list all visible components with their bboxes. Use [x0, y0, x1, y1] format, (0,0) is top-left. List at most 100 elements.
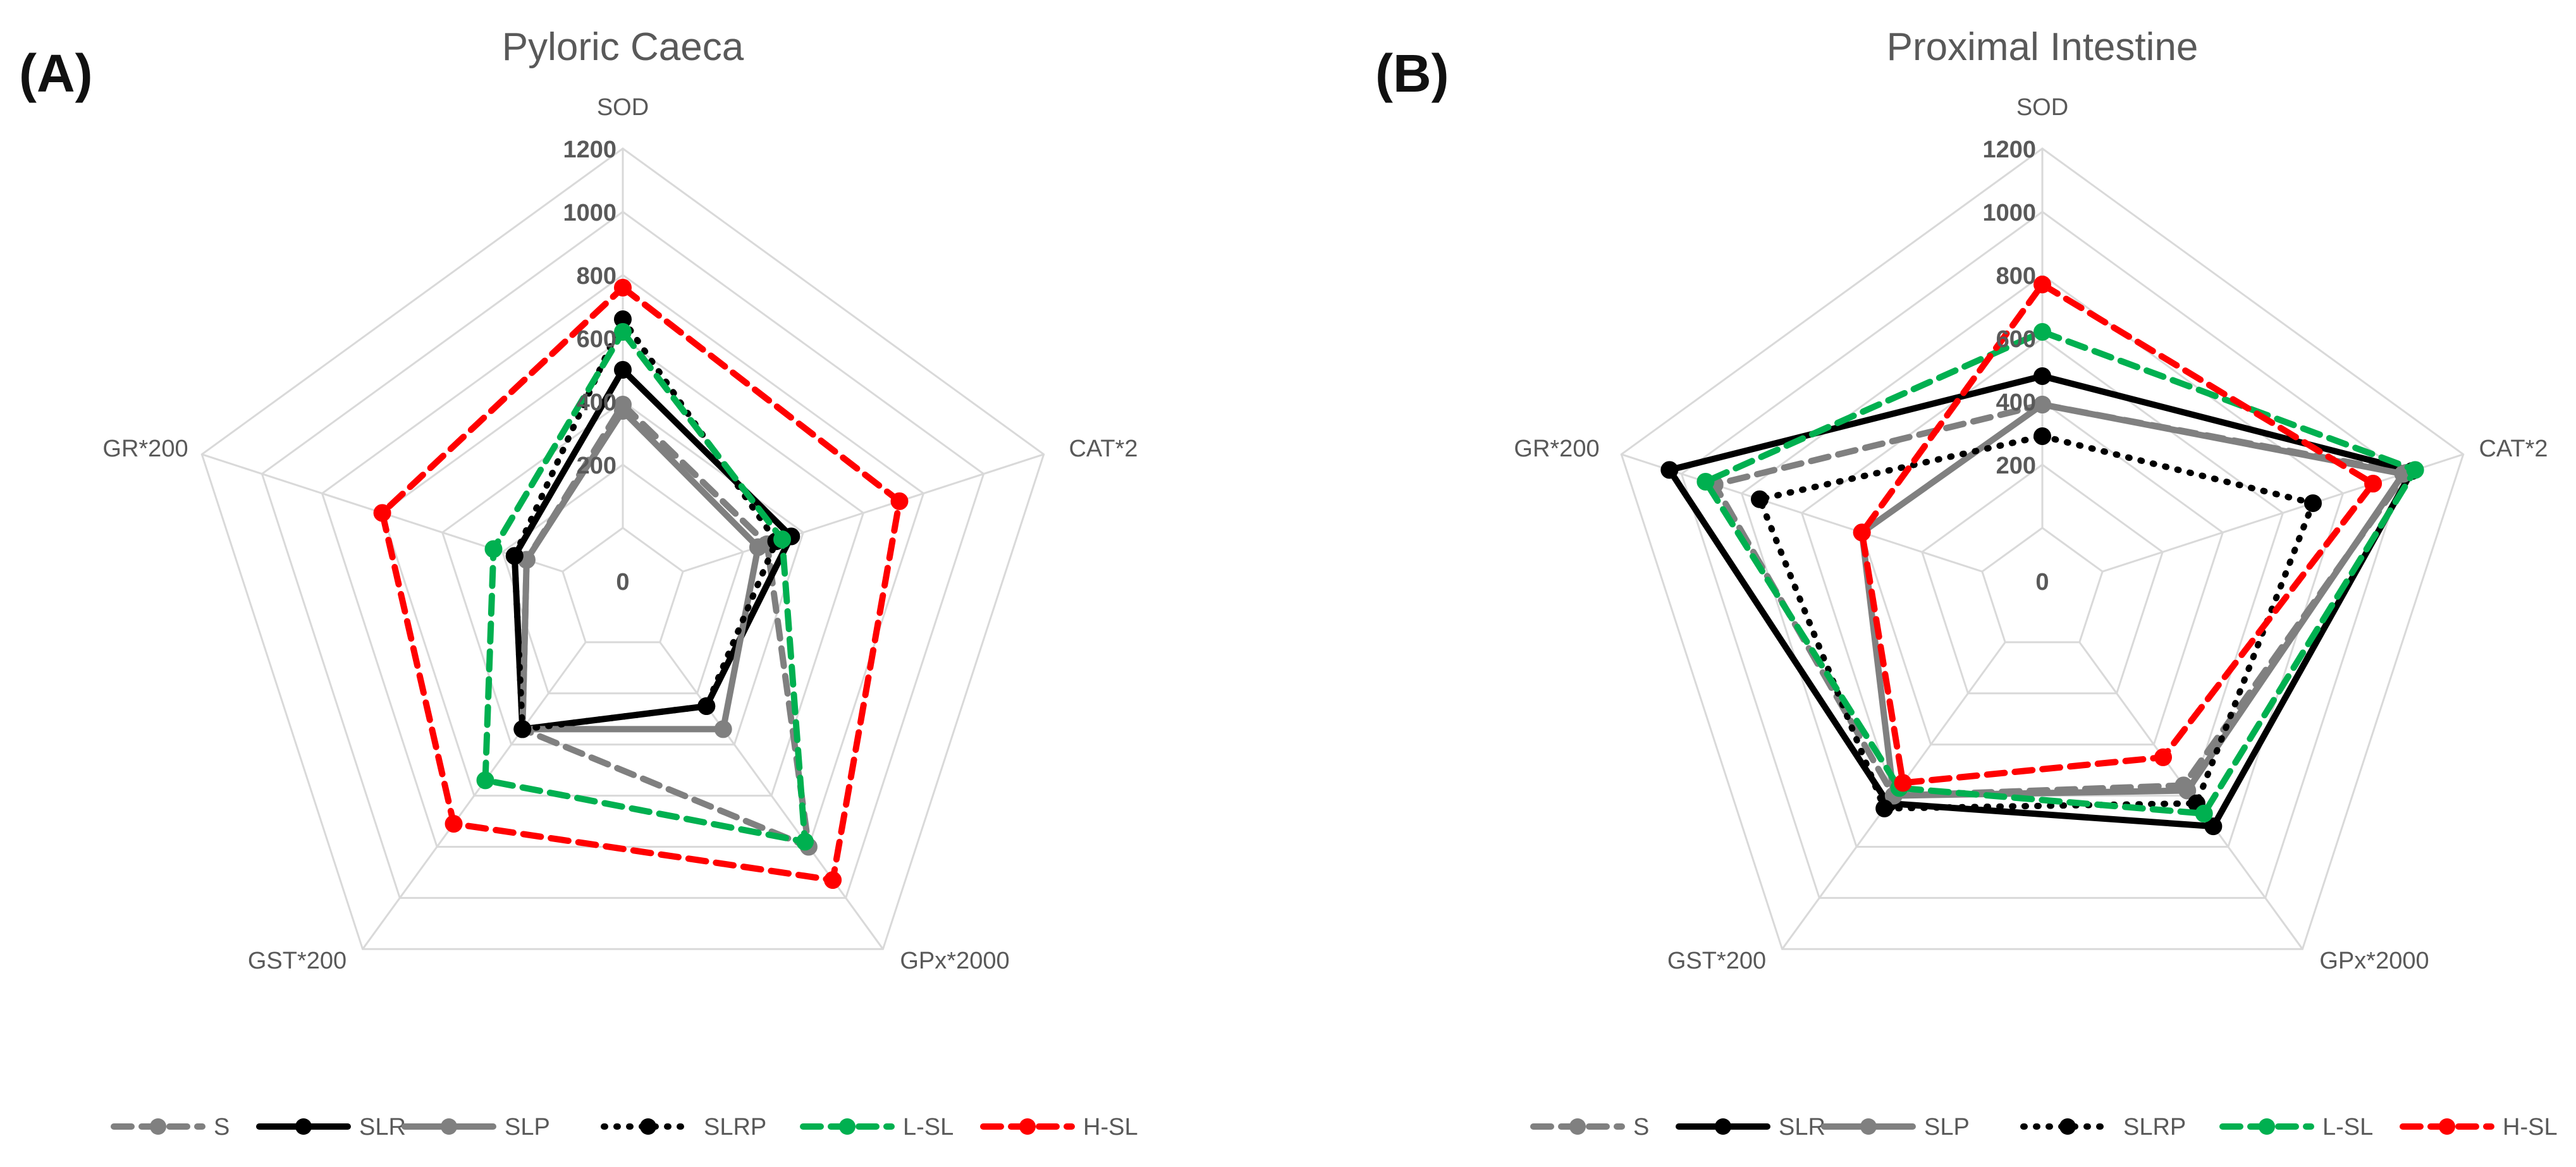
data-point-l-sl-cat-2 [2406, 461, 2424, 479]
data-point-h-sl-cat-2 [2364, 475, 2383, 493]
legend-marker-slrp [2059, 1118, 2076, 1135]
grid-ring-1200 [200, 147, 1045, 950]
tick-label-200: 200 [577, 453, 616, 479]
spoke-cat-2 [682, 453, 1045, 573]
data-point-slr-gr-200 [1660, 461, 1679, 479]
tick-label-800: 800 [1996, 263, 2036, 290]
data-point-slp-gpx-2000 [2178, 781, 2197, 800]
legend-label-slrp: SLRP [704, 1114, 766, 1140]
legend-label-slp: SLP [1924, 1114, 1970, 1140]
tick-label-400: 400 [577, 389, 616, 416]
data-point-h-sl-gst-200 [445, 815, 463, 833]
axis-label-gr-200: GR*200 [1514, 436, 1599, 462]
series-line-l-sl [482, 329, 809, 845]
radar-plot-b: SOD CAT*2 GPx*2000 GST*200 GR*200 0 200 400 600 8… [1514, 94, 2548, 974]
data-point-slrp-gr-200 [1751, 490, 1769, 508]
tick-label-400: 400 [1996, 389, 2036, 416]
series-slrp [505, 310, 785, 738]
tick-label-1200: 1200 [1982, 137, 2036, 163]
grid-ring-0 [561, 527, 684, 644]
legend-item-h-sl: H-SL [2400, 1114, 2558, 1140]
grid-ring-200 [1921, 463, 2164, 695]
legend-label-slrp: SLRP [2123, 1114, 2186, 1140]
data-point-slrp-sod [2033, 427, 2051, 445]
data-point-h-sl-gst-200 [1894, 774, 1912, 792]
data-point-h-sl-gr-200 [373, 504, 391, 522]
legend-marker-slr [295, 1118, 312, 1135]
data-point-slr-gpx-2000 [2204, 817, 2223, 836]
panel-b: (B) Proximal Intestine SOD CAT*2 GPx*2000 G… [1375, 25, 2548, 974]
data-point-l-sl-gpx-2000 [2195, 804, 2213, 822]
series-line-l-sl [1702, 329, 2419, 817]
series-line-slrp [1757, 433, 2316, 812]
tick-label-600: 600 [1996, 326, 2036, 353]
grid-ring-400 [441, 400, 805, 746]
legend-label-slr: SLR [1779, 1114, 1825, 1140]
series-line-h-sl [379, 284, 903, 884]
axis-label-gst-200: GST*200 [1667, 948, 1766, 974]
legend-marker-h-sl [1019, 1118, 1036, 1135]
axis-label-cat-2: CAT*2 [2479, 436, 2548, 462]
panel-letter-b: (B) [1375, 44, 1449, 103]
axis-label-gst-200: GST*200 [248, 948, 347, 974]
data-point-l-sl-cat-2 [773, 530, 792, 549]
axis-label-sod: SOD [2016, 94, 2068, 121]
data-point-slrp-gst-200 [1875, 799, 1894, 817]
series-l-sl [476, 323, 814, 851]
legend-item-h-sl: H-SL [980, 1114, 1138, 1140]
legend-label-h-sl: H-SL [2503, 1114, 2558, 1140]
chart-title-a: Pyloric Caeca [502, 25, 744, 69]
axis-label-gpx-2000: GPx*2000 [2319, 948, 2429, 974]
series-h-sl [373, 279, 909, 889]
axis-label-cat-2: CAT*2 [1069, 436, 1138, 462]
data-point-h-sl-gpx-2000 [824, 871, 842, 889]
tick-label-600: 600 [577, 326, 616, 353]
series-h-sl [1853, 276, 2383, 792]
legend-item-s: S [1530, 1114, 1649, 1140]
series-line-slrp [511, 316, 780, 733]
legend-label-s: S [1633, 1114, 1649, 1140]
series-line-slp [519, 408, 761, 733]
legend-marker-s [1569, 1118, 1586, 1135]
axis-label-sod: SOD [597, 94, 649, 121]
tick-label-1000: 1000 [563, 200, 616, 226]
chart-title-b: Proximal Intestine [1887, 25, 2199, 69]
data-point-h-sl-gpx-2000 [2154, 748, 2173, 766]
legend-item-slr: SLR [1676, 1114, 1825, 1140]
legend-marker-slrp [640, 1118, 656, 1135]
legend-item-slp: SLP [1821, 1114, 1970, 1140]
data-point-l-sl-gpx-2000 [796, 833, 814, 851]
legend-marker-l-sl [839, 1118, 856, 1135]
axis-label-gpx-2000: GPx*2000 [900, 948, 1009, 974]
legend-item-l-sl: L-SL [800, 1114, 954, 1140]
legend-item-s: S [111, 1114, 230, 1140]
data-point-slr-sod [614, 361, 632, 379]
data-point-slr-sod [2033, 367, 2051, 385]
tick-label-0: 0 [2035, 569, 2049, 596]
legend-marker-h-sl [2439, 1118, 2455, 1135]
tick-label-800: 800 [577, 263, 616, 290]
legend-label-slr: SLR [359, 1114, 406, 1140]
legend-item-l-sl: L-SL [2219, 1114, 2373, 1140]
legend-item-slr: SLR [256, 1114, 406, 1140]
grid-ring-1000 [261, 211, 985, 899]
legend-label-slp: SLP [505, 1114, 550, 1140]
data-point-slrp-gr-200 [505, 547, 524, 565]
data-point-slp-sod [614, 402, 632, 420]
data-point-slp-cat-2 [749, 538, 767, 556]
series-line-h-sl [1858, 281, 2377, 786]
tick-label-200: 200 [1996, 453, 2036, 479]
grid-ring-800 [1740, 274, 2345, 848]
legend-label-l-sl: L-SL [903, 1114, 954, 1140]
tick-label-1200: 1200 [563, 137, 616, 163]
legend-marker-slp [1860, 1118, 1877, 1135]
data-point-l-sl-gr-200 [484, 540, 503, 558]
tick-label-0: 0 [616, 569, 629, 596]
data-point-slrp-cat-2 [2303, 494, 2322, 512]
data-point-h-sl-gr-200 [1853, 523, 1871, 542]
data-point-slrp-gpx-2000 [697, 697, 716, 716]
legend-marker-slp [441, 1118, 457, 1135]
data-point-h-sl-cat-2 [890, 492, 909, 510]
legend-marker-slr [1715, 1118, 1731, 1135]
